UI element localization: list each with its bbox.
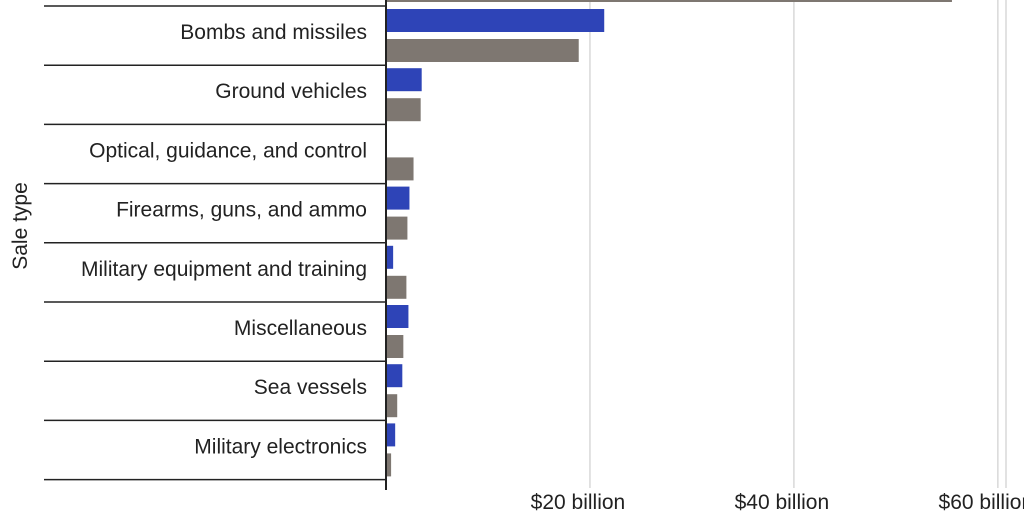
x-tick-label: $20 billion xyxy=(531,491,626,512)
category-label: Optical, guidance, and control xyxy=(89,139,367,162)
bar xyxy=(386,275,407,299)
category-label: Sea vessels xyxy=(254,376,367,399)
bar xyxy=(386,305,409,328)
bar xyxy=(386,216,408,240)
x-tick-labels: $20 billion $40 billion $60 billion xyxy=(531,491,1024,512)
bar xyxy=(386,98,421,122)
bar xyxy=(386,157,414,181)
category-label: Ground vehicles xyxy=(215,80,367,103)
x-tick-label: $40 billion xyxy=(735,491,830,512)
category-label: Military equipment and training xyxy=(81,258,367,281)
bar xyxy=(386,335,404,358)
category-label: Bombs and missiles xyxy=(180,21,367,44)
bar xyxy=(386,9,605,32)
bars xyxy=(386,0,952,477)
category-label: Firearms, guns, and ammo xyxy=(116,199,367,222)
category-label: Military electronics xyxy=(194,435,367,458)
bar xyxy=(386,453,392,477)
bar xyxy=(386,423,396,447)
bar xyxy=(386,0,952,2)
category-label: Miscellaneous xyxy=(234,317,367,340)
bar xyxy=(386,68,422,92)
bar xyxy=(386,394,398,418)
bar xyxy=(386,186,410,210)
category-rows: Bombs and missiles Ground vehicles Optical… xyxy=(44,5,386,481)
bar xyxy=(386,364,403,388)
gridlines xyxy=(589,0,1007,488)
x-tick-label: $60 billion xyxy=(939,491,1024,512)
y-axis-title: Sale type xyxy=(9,182,32,270)
bar xyxy=(386,39,579,62)
bar xyxy=(386,245,394,269)
